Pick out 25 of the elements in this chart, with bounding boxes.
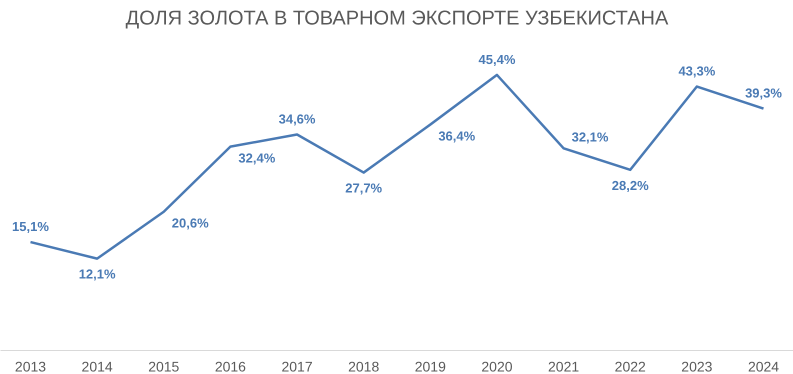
chart-title: ДОЛЯ ЗОЛОТА В ТОВАРНОМ ЭКСПОРТЕ УЗБЕКИСТАНА xyxy=(126,8,670,30)
x-tick-label: 2023 xyxy=(681,358,713,374)
x-tick-label: 2014 xyxy=(82,358,113,374)
data-label: 43,3% xyxy=(678,64,716,79)
x-tick-label: 2022 xyxy=(614,358,646,374)
x-tick-label: 2018 xyxy=(348,358,380,374)
data-label: 27,7% xyxy=(345,180,383,196)
x-tick-label: 2015 xyxy=(148,358,180,374)
data-label: 36,4% xyxy=(438,128,476,144)
x-tick-label: 2024 xyxy=(748,358,780,374)
x-tick-label: 2020 xyxy=(481,358,513,374)
data-label: 12,1% xyxy=(78,266,116,282)
data-label: 34,6% xyxy=(278,112,316,127)
x-tick-label: 2013 xyxy=(14,358,46,374)
data-label: 32,4% xyxy=(238,150,276,166)
data-label: 39,3% xyxy=(745,86,782,101)
data-label: 20,6% xyxy=(172,216,210,231)
x-tick-label: 2017 xyxy=(281,358,313,374)
x-tick-label: 2021 xyxy=(548,358,580,374)
data-label: 28,2% xyxy=(612,178,650,193)
data-label: 45,4% xyxy=(478,52,516,67)
data-label: 15,1% xyxy=(12,219,50,234)
data-label: 32,1% xyxy=(572,129,609,144)
x-tick-label: 2016 xyxy=(214,358,246,374)
x-tick-label: 2019 xyxy=(414,358,446,374)
